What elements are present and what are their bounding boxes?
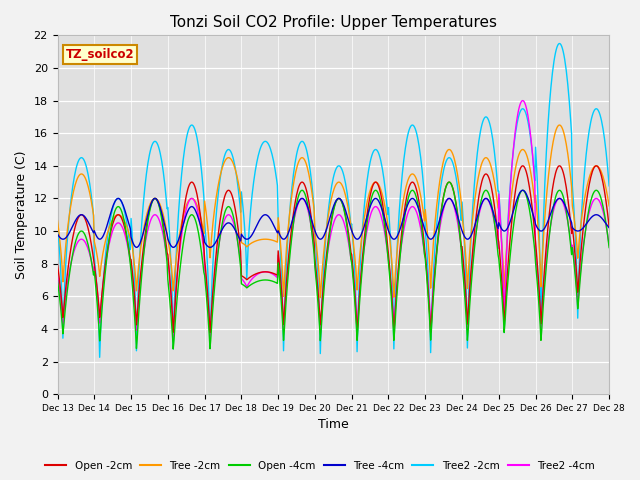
Y-axis label: Soil Temperature (C): Soil Temperature (C) xyxy=(15,150,28,279)
Legend: Open -2cm, Tree -2cm, Open -4cm, Tree -4cm, Tree2 -2cm, Tree2 -4cm: Open -2cm, Tree -2cm, Open -4cm, Tree -4… xyxy=(41,456,599,475)
Title: Tonzi Soil CO2 Profile: Upper Temperatures: Tonzi Soil CO2 Profile: Upper Temperatur… xyxy=(170,15,497,30)
Text: TZ_soilco2: TZ_soilco2 xyxy=(66,48,134,61)
X-axis label: Time: Time xyxy=(318,419,349,432)
